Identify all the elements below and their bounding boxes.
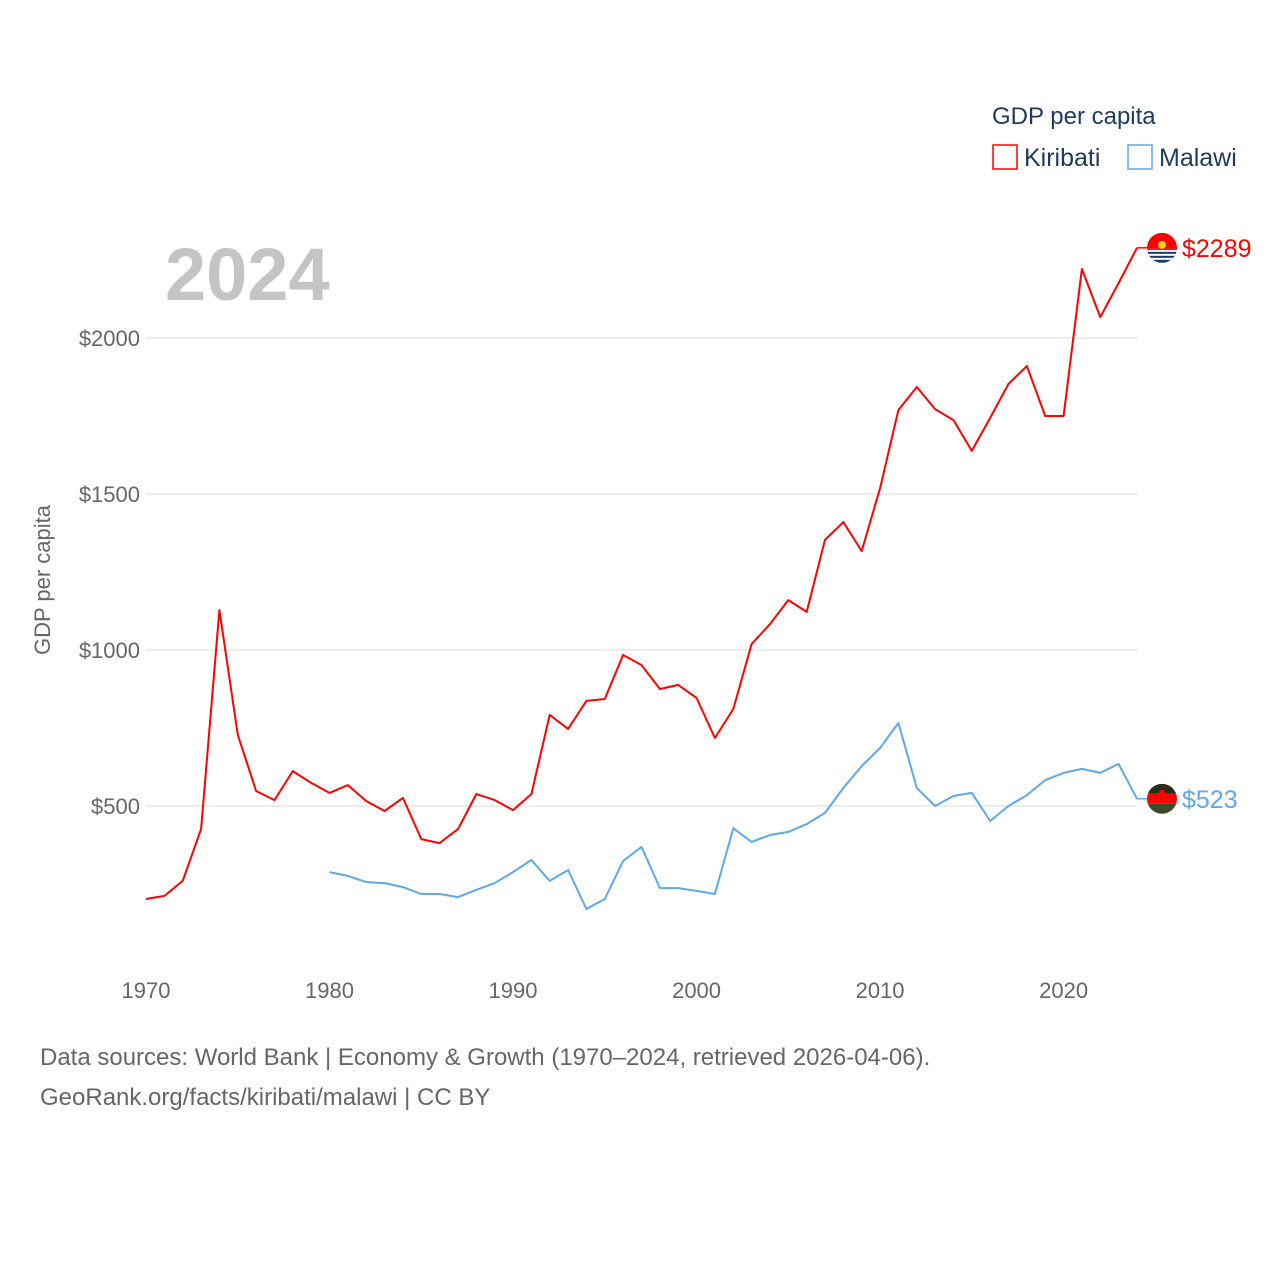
legend-label-malawi: Malawi	[1159, 144, 1237, 172]
series-line-kiribati	[145, 247, 1138, 900]
legend-label-kiribati: Kiribati	[1024, 144, 1100, 172]
series-line-malawi	[329, 722, 1138, 910]
legend-title: GDP per capita	[992, 103, 1156, 130]
malawi-flag-icon	[1147, 783, 1177, 814]
y-tick-label: $1500	[79, 482, 140, 507]
flag-wave	[1147, 249, 1177, 252]
footer-sources: Data sources: World Bank | Economy & Gro…	[40, 1044, 931, 1071]
x-tick-label: 1980	[305, 978, 354, 1003]
end-value-label-malawi: $523	[1182, 786, 1238, 814]
legend-swatch-kiribati	[992, 144, 1018, 170]
kiribati-flag-icon	[1147, 232, 1177, 263]
x-tick-label: 2020	[1039, 978, 1088, 1003]
y-tick-label: $1000	[79, 638, 140, 663]
y-tick-label: $500	[91, 794, 140, 819]
x-tick-label: 2010	[856, 978, 905, 1003]
x-tick-label: 1990	[489, 978, 538, 1003]
y-tick-label: $2000	[79, 326, 140, 351]
x-tick-label: 1970	[122, 978, 171, 1003]
end-value-label-kiribati: $2289	[1182, 235, 1252, 263]
flag-green	[1147, 803, 1177, 814]
x-tick-label: 2000	[672, 978, 721, 1003]
legend-swatch-malawi	[1127, 144, 1153, 170]
year-label: 2024	[165, 233, 330, 316]
flag-body	[1147, 783, 1177, 814]
y-axis-label: GDP per capita	[30, 504, 55, 655]
flag-red	[1147, 793, 1177, 804]
flag-wave	[1147, 253, 1177, 256]
flag-wave	[1147, 257, 1177, 260]
flag-sun	[1159, 789, 1165, 796]
footer-link[interactable]: GeoRank.org/facts/kiribati/malawi | CC B…	[40, 1084, 491, 1111]
flag-sun	[1158, 240, 1166, 249]
flag-black	[1147, 783, 1177, 794]
flag-body	[1147, 232, 1177, 263]
